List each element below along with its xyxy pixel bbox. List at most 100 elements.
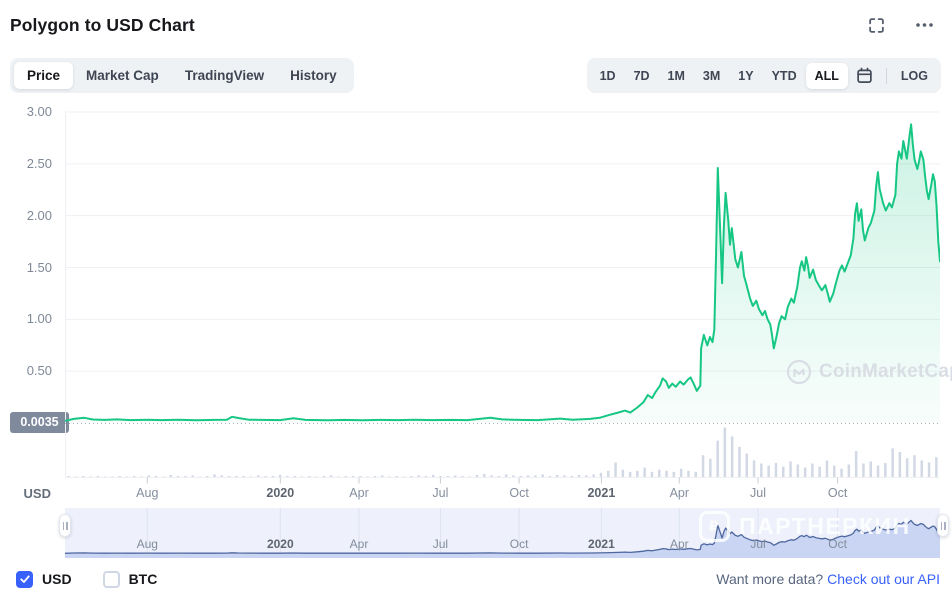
chart-header: Polygon to USD Chart bbox=[10, 8, 936, 42]
volume-bar bbox=[825, 460, 829, 477]
volume-bar bbox=[344, 476, 347, 477]
navigator-label: 2020 bbox=[267, 537, 294, 551]
volume-bar bbox=[526, 475, 530, 477]
checkbox-unchecked-icon[interactable] bbox=[102, 570, 120, 588]
usd-checkbox-label: USD bbox=[42, 571, 72, 587]
y-axis-label: 3.00 bbox=[26, 104, 52, 119]
usd-checkbox[interactable]: USD bbox=[16, 570, 72, 588]
volume-bar bbox=[665, 470, 668, 477]
navigator-chart[interactable]: Aug 2020 Apr Jul Oct 2021 Apr Jul Oct bbox=[65, 508, 940, 558]
calendar-icon[interactable] bbox=[848, 63, 881, 88]
tab-tradingview[interactable]: TradingView bbox=[172, 62, 277, 89]
volume-bar bbox=[395, 476, 398, 477]
volume-bar bbox=[337, 476, 340, 477]
volume-bar bbox=[592, 474, 595, 477]
x-axis-label: Oct bbox=[509, 486, 529, 500]
log-scale-button[interactable]: LOG bbox=[892, 63, 937, 89]
btc-checkbox[interactable]: BTC bbox=[102, 570, 158, 588]
volume-bar bbox=[585, 475, 588, 477]
volume-bar bbox=[293, 476, 296, 477]
range-7d[interactable]: 7D bbox=[625, 63, 659, 89]
volume-bar bbox=[154, 476, 158, 477]
navigator-handle-left[interactable] bbox=[59, 514, 71, 537]
x-axis-label: Aug bbox=[136, 486, 159, 500]
volume-bar bbox=[140, 476, 143, 477]
tab-history[interactable]: History bbox=[277, 62, 350, 89]
volume-bar bbox=[162, 476, 165, 477]
volume-bar bbox=[563, 475, 566, 477]
volume-bar bbox=[235, 476, 238, 477]
more-options-icon[interactable] bbox=[913, 20, 936, 30]
volume-bar bbox=[300, 476, 304, 477]
volume-bar bbox=[424, 476, 428, 477]
navigator-label: Oct bbox=[828, 537, 847, 551]
tab-market-cap[interactable]: Market Cap bbox=[73, 62, 172, 89]
partnerkin-logo-icon: ₽ bbox=[699, 511, 730, 542]
volume-bar bbox=[811, 463, 814, 477]
volume-bar bbox=[133, 476, 136, 477]
y-axis-label: 2.50 bbox=[26, 155, 52, 171]
volume-bar bbox=[439, 476, 442, 477]
volume-bar bbox=[920, 460, 923, 477]
chart-type-tabs: Price Market Cap TradingView History bbox=[10, 58, 354, 93]
volume-bar bbox=[468, 476, 471, 477]
fullscreen-icon[interactable] bbox=[866, 15, 887, 36]
volume-bar bbox=[905, 458, 909, 477]
currency-unit-label: USD bbox=[23, 486, 51, 501]
volume-bar bbox=[147, 475, 151, 477]
y-axis-label: 1.50 bbox=[26, 259, 52, 275]
btc-checkbox-label: BTC bbox=[128, 571, 158, 587]
volume-bar bbox=[913, 455, 916, 477]
navigator-label: Jul bbox=[750, 537, 765, 551]
volume-bar bbox=[534, 475, 537, 477]
volume-bar bbox=[519, 476, 522, 477]
range-1y[interactable]: 1Y bbox=[729, 63, 762, 89]
divider bbox=[885, 67, 887, 84]
volume-bar bbox=[490, 475, 493, 477]
range-3m[interactable]: 3M bbox=[694, 63, 729, 89]
volume-bar bbox=[701, 455, 705, 477]
page-title: Polygon to USD Chart bbox=[10, 14, 195, 35]
volume-bar bbox=[796, 464, 800, 477]
range-all[interactable]: ALL bbox=[805, 62, 848, 89]
volume-bar bbox=[752, 460, 756, 477]
y-axis-label: 2.00 bbox=[26, 207, 52, 223]
volume-bar bbox=[198, 476, 202, 477]
volume-bar bbox=[373, 476, 377, 477]
checkbox-checked-icon[interactable] bbox=[16, 570, 33, 588]
x-axis-label: Apr bbox=[669, 486, 690, 500]
volume-bar bbox=[760, 463, 763, 477]
volume-bar bbox=[67, 476, 70, 477]
x-axis-label: Jul bbox=[432, 486, 449, 500]
volume-bar bbox=[257, 475, 260, 477]
x-axis-label: Apr bbox=[349, 486, 369, 500]
volume-bar bbox=[242, 476, 245, 477]
volume-bar bbox=[417, 475, 420, 477]
volume-bar bbox=[169, 474, 172, 477]
volume-bar bbox=[191, 475, 194, 477]
volume-bar bbox=[96, 476, 100, 477]
api-link[interactable]: Check out our API bbox=[827, 571, 940, 587]
price-chart-plot[interactable] bbox=[65, 100, 940, 485]
volume-bar bbox=[548, 476, 552, 477]
navigator-handle-right[interactable] bbox=[937, 514, 949, 537]
volume-bar bbox=[745, 453, 748, 477]
navigator-line bbox=[65, 519, 940, 554]
volume-bar bbox=[854, 451, 858, 477]
volume-bar bbox=[184, 476, 187, 477]
volume-bar bbox=[709, 458, 712, 477]
volume-bar bbox=[227, 476, 231, 477]
range-1d[interactable]: 1D bbox=[591, 63, 625, 89]
range-ytd[interactable]: YTD bbox=[763, 63, 806, 89]
volume-bar bbox=[329, 475, 333, 477]
volume-bar bbox=[278, 474, 282, 477]
range-1m[interactable]: 1M bbox=[659, 63, 694, 89]
volume-bar bbox=[497, 476, 501, 477]
x-axis-label: 2020 bbox=[266, 486, 295, 500]
tab-price[interactable]: Price bbox=[14, 62, 74, 89]
volume-bar bbox=[738, 446, 741, 477]
volume-bar bbox=[774, 463, 778, 477]
navigator-label: Jul bbox=[433, 537, 448, 551]
volume-bar bbox=[453, 475, 457, 477]
volume-bar bbox=[599, 472, 603, 477]
